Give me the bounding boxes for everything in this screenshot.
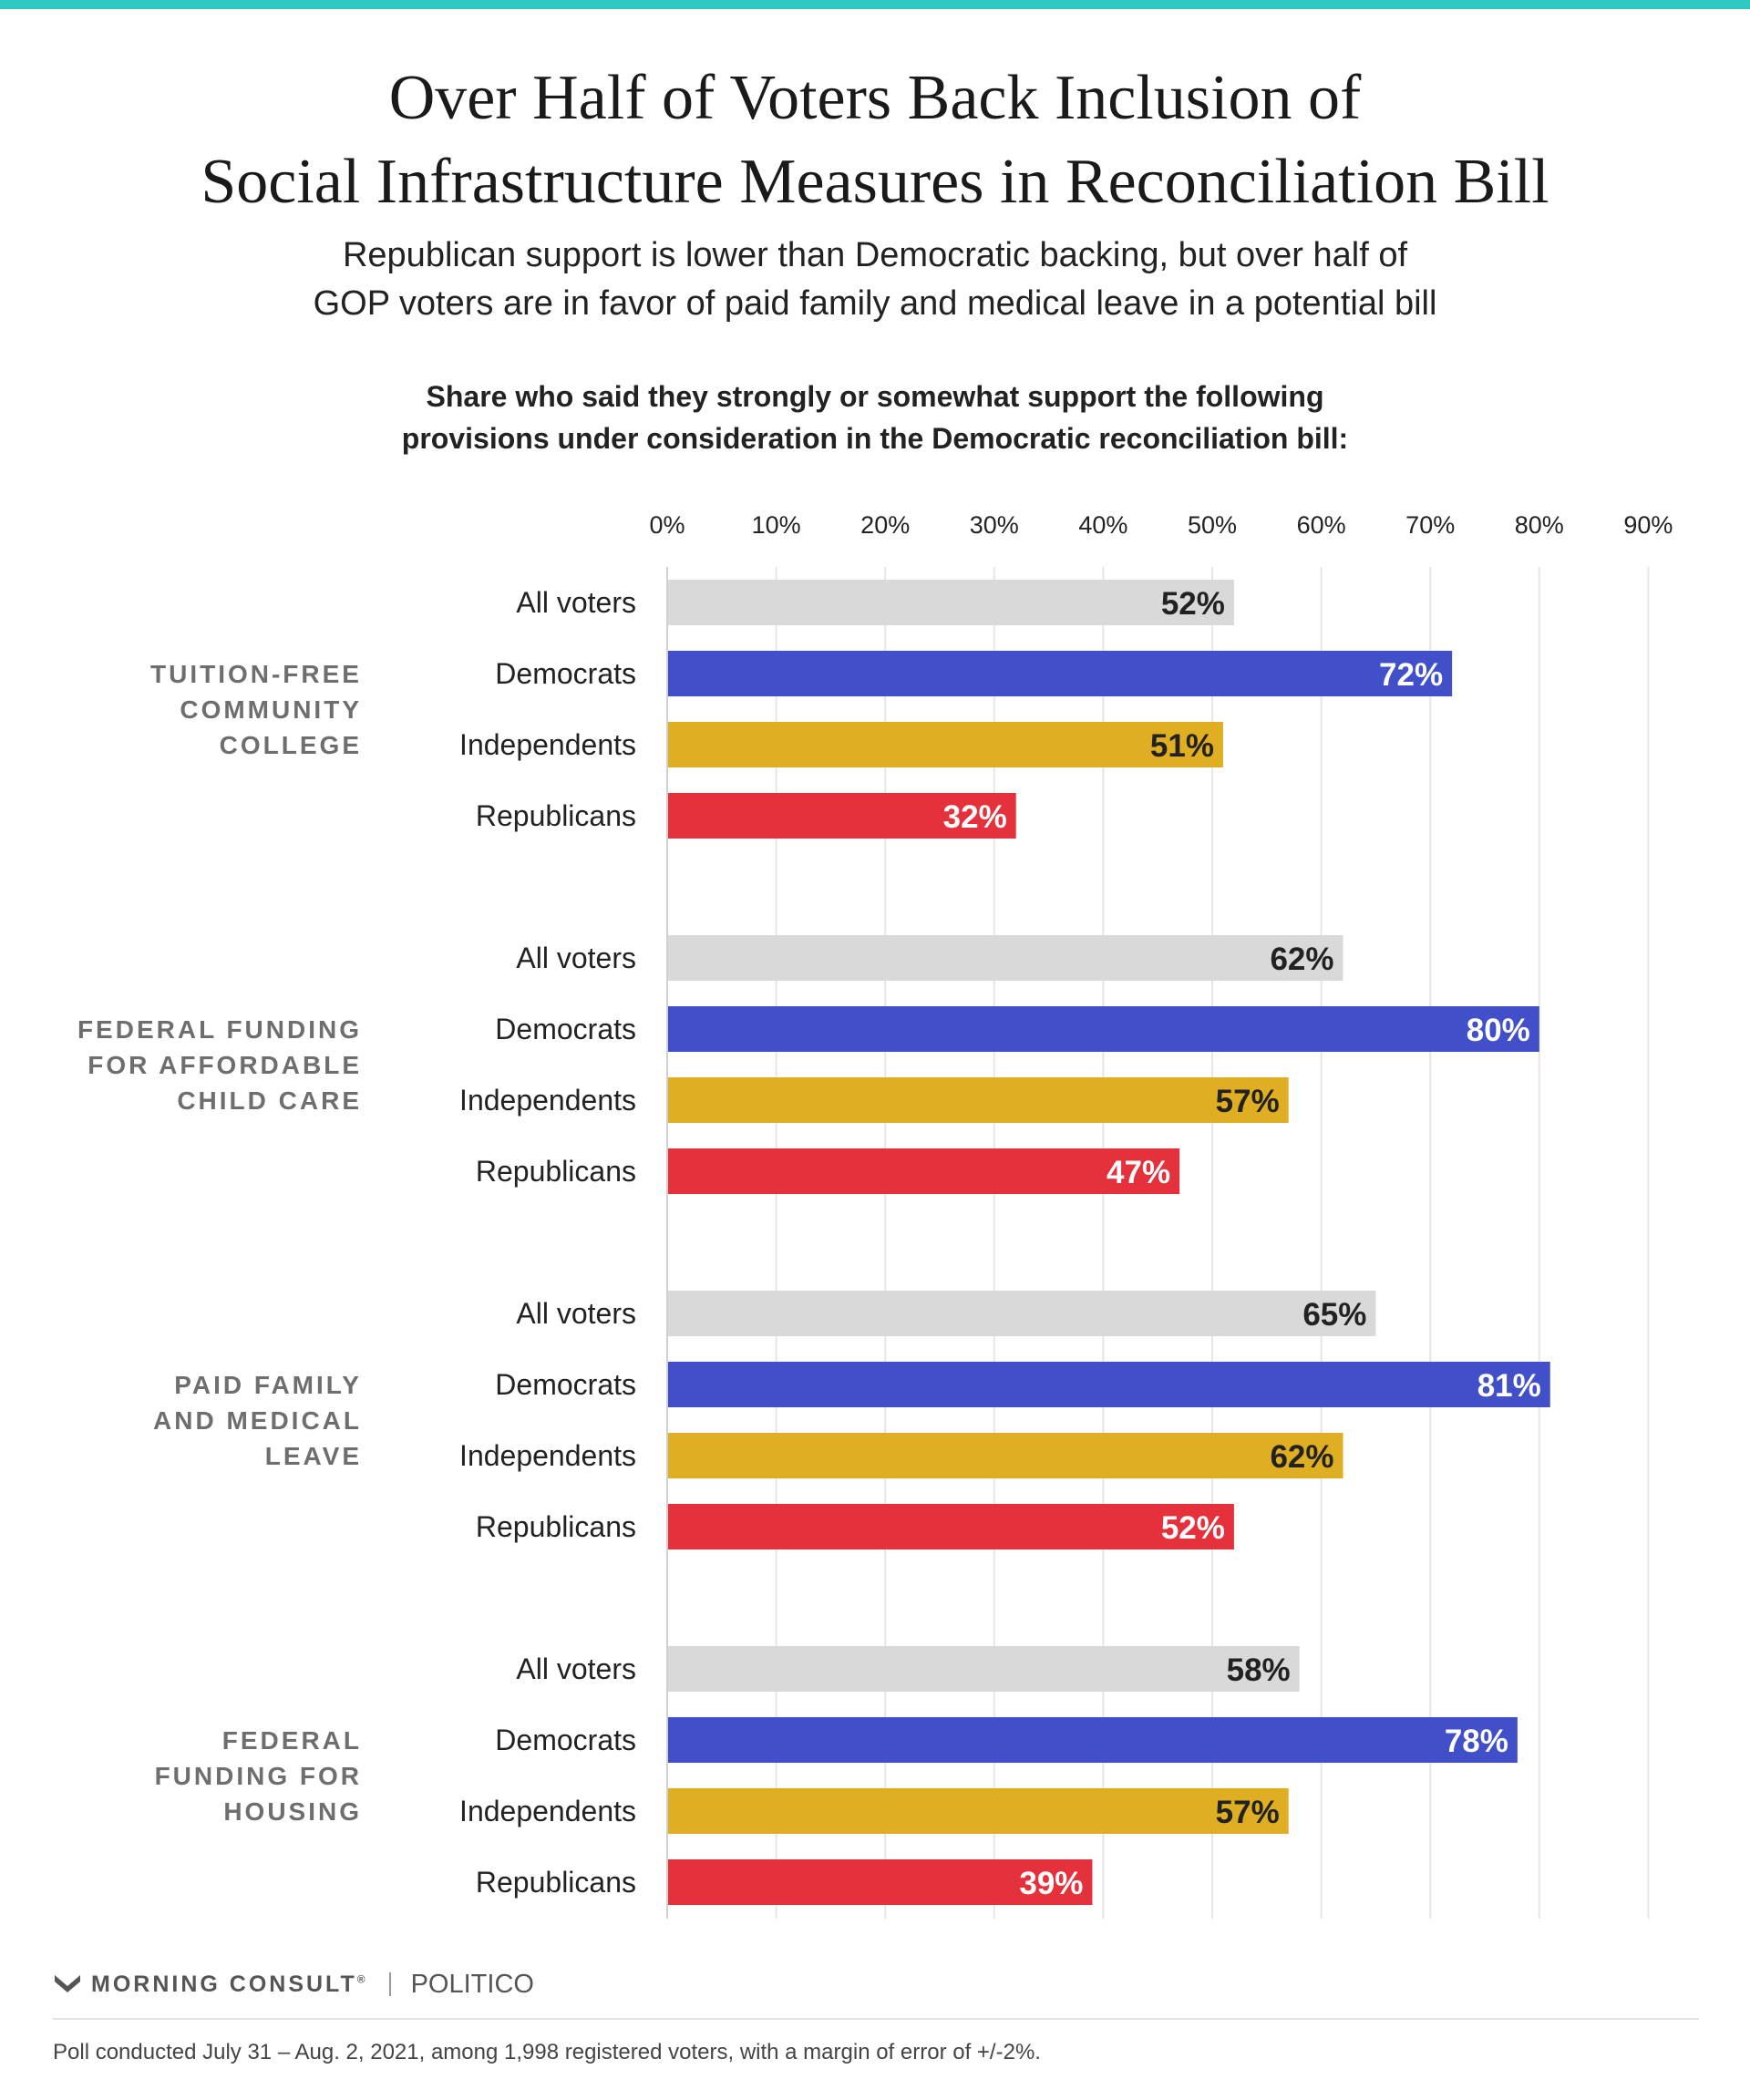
row-label: Democrats <box>495 1724 636 1756</box>
group-label: COMMUNITY <box>180 695 362 724</box>
data-label: 32% <box>943 799 1007 835</box>
bar <box>667 1717 1518 1763</box>
methodology-note: Poll conducted July 31 – Aug. 2, 2021, a… <box>53 2040 1041 2064</box>
row-label: Republicans <box>476 799 636 832</box>
row-label: Democrats <box>495 1368 636 1401</box>
bar <box>667 793 1016 839</box>
data-label: 58% <box>1227 1652 1291 1688</box>
row-label: Republicans <box>476 1866 636 1899</box>
row-label: Independents <box>459 1439 636 1472</box>
group-label: COLLEGE <box>220 731 362 759</box>
x-tick-label: 50% <box>1188 511 1237 539</box>
bar <box>667 1077 1289 1123</box>
x-tick-label: 30% <box>970 511 1019 539</box>
data-label: 78% <box>1445 1724 1508 1759</box>
x-tick-label: 40% <box>1078 511 1127 539</box>
logo-separator <box>388 1972 391 1996</box>
group-label: CHILD CARE <box>177 1086 362 1115</box>
bar <box>667 935 1343 981</box>
chart-subtitle-line-2: GOP voters are in favor of paid family a… <box>313 284 1437 323</box>
data-label: 52% <box>1161 586 1225 622</box>
chart-subtitle: Republican support is lower than Democra… <box>0 232 1750 328</box>
data-label: 57% <box>1216 1084 1280 1119</box>
data-label: 72% <box>1379 657 1443 693</box>
bar <box>667 651 1453 696</box>
data-label: 80% <box>1467 1013 1530 1048</box>
chart-title: Over Half of Voters Back Inclusion of So… <box>0 57 1750 224</box>
data-label: 62% <box>1270 942 1333 977</box>
x-tick-label: 0% <box>649 511 685 539</box>
row-label: All voters <box>516 1652 636 1685</box>
survey-question-line-2: provisions under consideration in the De… <box>401 422 1349 455</box>
survey-question: Share who said they strongly or somewhat… <box>0 376 1750 459</box>
registered-mark: ® <box>356 1972 365 1986</box>
bar <box>667 1006 1539 1052</box>
chart-title-line-2: Social Infrastructure Measures in Reconc… <box>201 147 1549 217</box>
bar <box>667 1504 1234 1549</box>
group-label: PAID FAMILY <box>174 1371 362 1399</box>
group-label: TUITION-FREE <box>150 660 362 688</box>
x-tick-label: 80% <box>1515 511 1564 539</box>
top-accent-bar <box>0 0 1750 9</box>
row-label: Democrats <box>495 657 636 690</box>
data-label: 52% <box>1161 1510 1225 1546</box>
group-label: FEDERAL <box>222 1726 362 1755</box>
bar <box>667 1433 1343 1478</box>
x-tick-label: 60% <box>1297 511 1346 539</box>
x-tick-label: 70% <box>1405 511 1455 539</box>
group-label: HOUSING <box>223 1797 362 1826</box>
survey-question-line-1: Share who said they strongly or somewhat… <box>426 380 1324 413</box>
chart-title-line-1: Over Half of Voters Back Inclusion of <box>388 63 1362 133</box>
data-label: 47% <box>1107 1155 1170 1190</box>
row-label: Republicans <box>476 1155 636 1188</box>
x-tick-label: 20% <box>860 511 910 539</box>
row-label: All voters <box>516 586 636 619</box>
row-label: All voters <box>516 1297 636 1330</box>
bar <box>667 1788 1289 1834</box>
x-tick-label: 10% <box>752 511 801 539</box>
morning-consult-logo-text: MORNING CONSULT® <box>91 1971 365 1997</box>
x-tick-label: 90% <box>1623 511 1673 539</box>
chart-subtitle-line-1: Republican support is lower than Democra… <box>342 236 1408 274</box>
row-label: Republicans <box>476 1510 636 1543</box>
group-label: LEAVE <box>265 1442 362 1470</box>
data-label: 51% <box>1150 728 1214 764</box>
bar <box>667 1646 1300 1692</box>
bar <box>667 1148 1180 1194</box>
row-label: Independents <box>459 728 636 761</box>
data-label: 39% <box>1019 1866 1083 1901</box>
politico-logo-text: POLITICO <box>410 1969 534 1999</box>
group-label: FUNDING FOR <box>155 1762 362 1790</box>
data-label: 65% <box>1302 1297 1366 1333</box>
data-label: 57% <box>1216 1795 1280 1830</box>
row-label: Independents <box>459 1795 636 1827</box>
footer-logos: MORNING CONSULT® POLITICO <box>53 1966 534 2002</box>
footer-divider <box>53 2018 1699 2020</box>
group-label: FOR AFFORDABLE <box>88 1051 362 1079</box>
bar <box>667 722 1223 767</box>
bar <box>667 1362 1550 1407</box>
row-label: Independents <box>459 1084 636 1117</box>
data-label: 62% <box>1270 1439 1333 1475</box>
data-label: 81% <box>1477 1368 1541 1404</box>
bar <box>667 580 1234 625</box>
bar-chart: 0% 10% 20% 30% 40% 50% 60% 70% 80% 90% All voters 5… <box>77 511 1673 1919</box>
group-label: FEDERAL FUNDING <box>77 1015 362 1044</box>
row-label: Democrats <box>495 1013 636 1045</box>
morning-consult-logo-icon <box>55 1975 80 1992</box>
group-label: AND MEDICAL <box>153 1406 362 1435</box>
bar <box>667 1859 1093 1905</box>
row-label: All voters <box>516 942 636 974</box>
bar <box>667 1291 1376 1336</box>
